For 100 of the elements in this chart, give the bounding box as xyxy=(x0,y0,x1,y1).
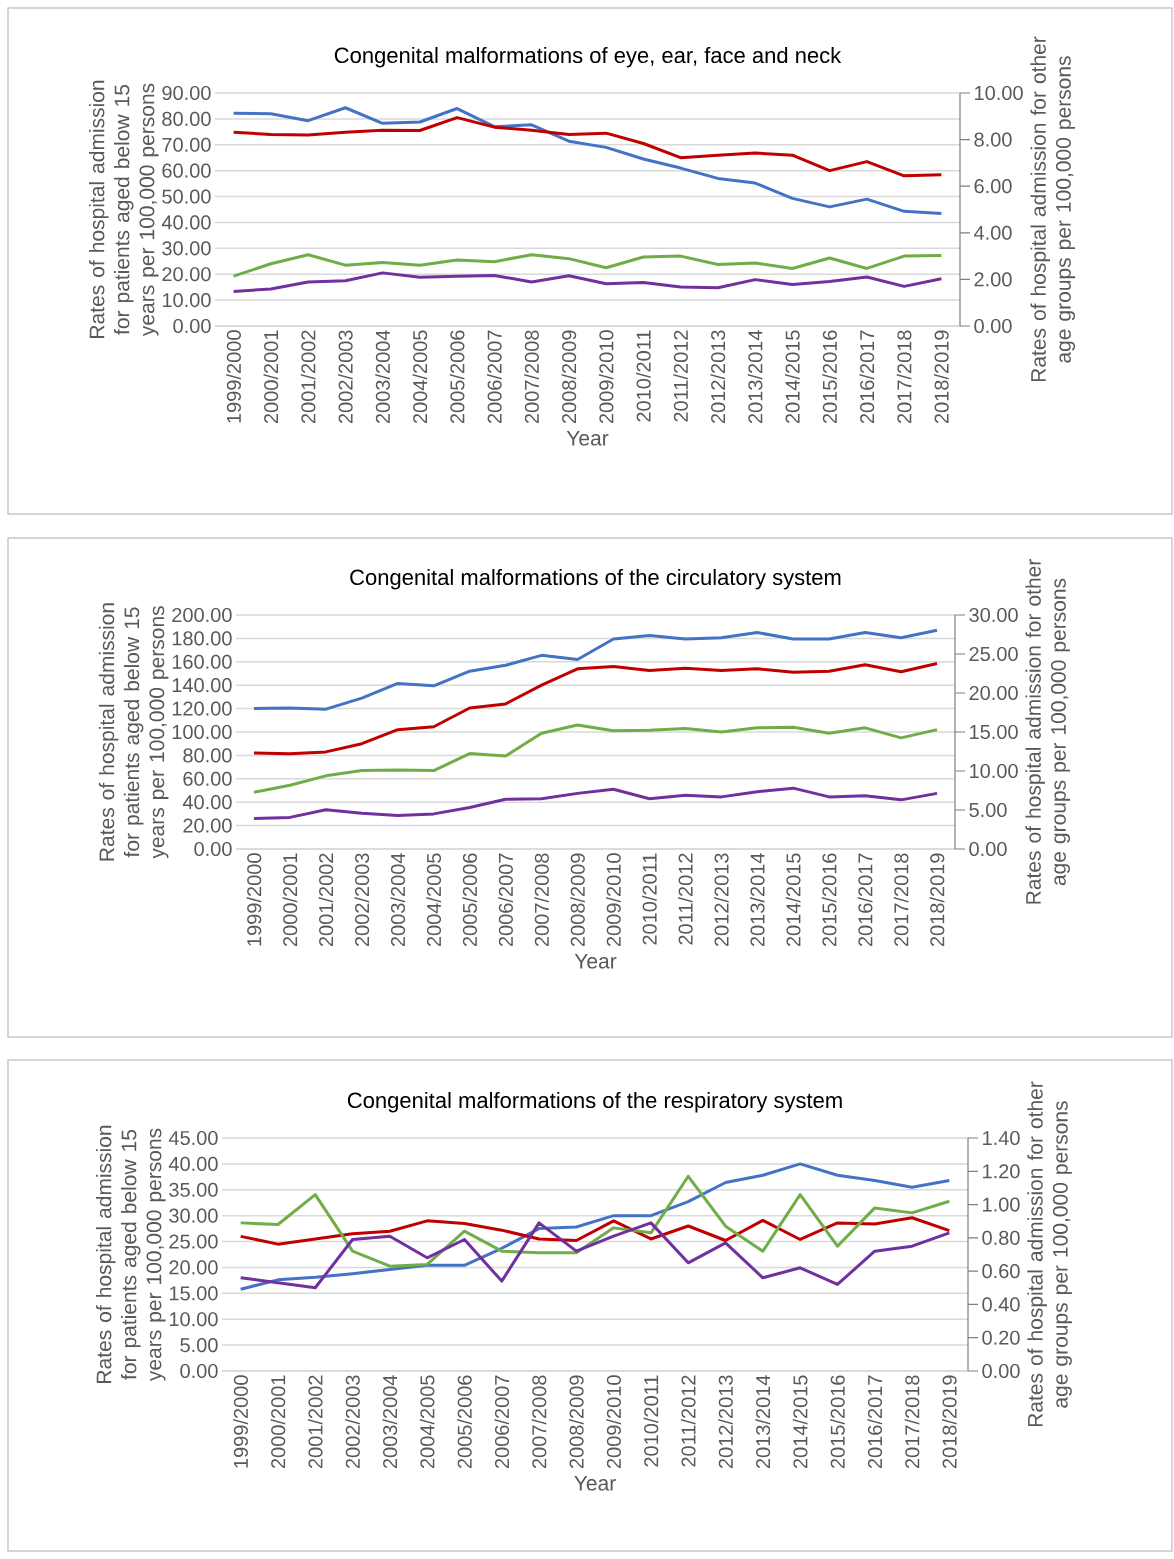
x-tick-label: 2006/2007 xyxy=(487,330,502,424)
y-tick-label: 200.00 xyxy=(172,607,232,623)
x-tick-label: 2008/2009 xyxy=(570,853,585,947)
x-tick-label: 2016/2017 xyxy=(857,853,873,947)
x-tick-label: 2007/2008 xyxy=(534,853,549,947)
y2-axis-title: Rates of hospital admission for other age groups per 100,000 persons xyxy=(1027,1081,1072,1427)
x-tick-label: 2010/2011 xyxy=(636,330,651,422)
x-tick-label: 2009/2010 xyxy=(606,853,621,947)
y-tick-label: 40.00 xyxy=(168,1156,218,1171)
y2-tick-label: 1.20 xyxy=(983,1164,1020,1179)
y-tick-label: 25.00 xyxy=(169,1234,218,1249)
y2-tick-label: 30.00 xyxy=(969,607,1018,623)
x-tick-label: 2004/2005 xyxy=(426,853,442,947)
x-tick-label: 2005/2006 xyxy=(462,853,478,947)
x-tick-label: 2003/2004 xyxy=(390,853,406,947)
line-series xyxy=(232,116,943,178)
x-tick-label: 2002/2003 xyxy=(338,330,353,424)
y-tick-label: 30.00 xyxy=(169,1208,218,1223)
y-tick-label: 120.00 xyxy=(172,701,232,716)
y-axis-title: Rates of hospital admission for patients aged below 15 years per 100,000 persons xyxy=(98,603,169,861)
x-tick-label: 2012/2013 xyxy=(710,330,726,424)
x-tick-label: 2008/2009 xyxy=(569,1375,584,1469)
y-tick-label: 60.00 xyxy=(162,163,211,178)
y2-axis-title: Rates of hospital admission for other age groups per 100,000 persons xyxy=(1030,36,1076,382)
y-tick-label: 30.00 xyxy=(162,241,211,256)
x-tick-label: 2016/2017 xyxy=(859,330,875,424)
y-tick-label: 80.00 xyxy=(183,748,232,763)
x-tick-label: 2017/2018 xyxy=(893,853,909,947)
y-tick-label: 10.00 xyxy=(169,1312,218,1327)
chart-title: Congenital malformations of eye, ear, face and neck xyxy=(334,46,842,68)
x-axis-title: Year xyxy=(566,430,609,446)
x-tick-label: 2007/2008 xyxy=(531,1375,547,1469)
y-tick-label: 100.00 xyxy=(172,724,232,740)
x-tick-label: 2017/2018 xyxy=(896,330,912,424)
x-tick-label: 2000/2001 xyxy=(282,853,298,947)
y-tick-label: 20.00 xyxy=(162,267,211,282)
x-tick-label: 2010/2011 xyxy=(642,853,657,945)
y-tick-label: 140.00 xyxy=(172,678,232,693)
y-tick-label: 90.00 xyxy=(162,85,211,101)
y-tick-label: 20.00 xyxy=(183,818,232,833)
line-series xyxy=(252,786,939,821)
x-tick-label: 1999/2000 xyxy=(226,330,241,423)
y-tick-label: 60.00 xyxy=(183,771,232,786)
x-tick-label: 2004/2005 xyxy=(419,1375,435,1469)
line-series xyxy=(232,253,943,278)
x-tick-label: 2015/2016 xyxy=(821,853,837,947)
y-tick-label: 80.00 xyxy=(162,111,211,126)
x-tick-label: 2004/2005 xyxy=(412,330,428,424)
y-axis-title: Rates of hospital admission for patients aged below 15 years per 100,000 persons xyxy=(95,1125,166,1383)
chart-title: Congenital malformations of the respiratory system xyxy=(347,1091,842,1113)
x-tick-label: 2009/2010 xyxy=(606,1375,621,1469)
x-tick-label: 2010/2011 xyxy=(643,1375,659,1467)
y2-tick-label: 4.00 xyxy=(973,225,1012,240)
x-tick-label: 2005/2006 xyxy=(449,330,465,424)
y-tick-label: 40.00 xyxy=(182,795,232,810)
x-tick-label: 2007/2008 xyxy=(524,330,539,424)
y2-tick-label: 25.00 xyxy=(969,646,1018,662)
x-tick-label: 2009/2010 xyxy=(598,330,614,424)
x-tick-label: 2011/2012 xyxy=(678,853,693,945)
y2-tick-label: 0.80 xyxy=(982,1230,1020,1245)
y-tick-label: 0.00 xyxy=(173,318,211,334)
line-series xyxy=(239,1174,951,1268)
x-tick-label: 2003/2004 xyxy=(382,1375,398,1469)
y2-tick-label: 10.00 xyxy=(970,763,1018,779)
x-tick-label: 2011/2012 xyxy=(680,1375,696,1467)
x-tick-label: 2008/2009 xyxy=(561,330,577,424)
line-series xyxy=(252,662,939,756)
y2-tick-label: 15.00 xyxy=(970,724,1018,740)
x-tick-label: 2012/2013 xyxy=(718,1375,733,1469)
y-tick-label: 20.00 xyxy=(169,1260,218,1275)
x-axis-title: Year xyxy=(574,1475,616,1491)
x-axis-title: Year xyxy=(574,953,617,969)
x-tick-label: 2016/2017 xyxy=(867,1375,883,1469)
y-axis-title: Rates of hospital admission for patients aged below 15 years per 100,000 persons xyxy=(88,80,159,338)
x-tick-label: 2006/2007 xyxy=(498,853,513,947)
line-series xyxy=(232,106,943,215)
y-tick-label: 160.00 xyxy=(172,654,232,669)
x-tick-label: 2012/2013 xyxy=(713,853,729,947)
x-tick-label: 2018/2019 xyxy=(934,330,949,424)
y-tick-label: 70.00 xyxy=(162,137,211,152)
y-tick-label: 40.00 xyxy=(161,215,211,230)
y-tick-label: 0.00 xyxy=(194,841,232,857)
x-tick-label: 2000/2001 xyxy=(263,330,279,424)
x-tick-label: 2018/2019 xyxy=(942,1375,957,1469)
line-series xyxy=(239,1221,951,1290)
y-tick-label: 45.00 xyxy=(168,1130,218,1146)
x-tick-label: 2002/2003 xyxy=(345,1375,360,1469)
x-tick-label: 2001/2002 xyxy=(318,853,334,947)
x-tick-label: 2018/2019 xyxy=(929,853,945,947)
y-tick-label: 15.00 xyxy=(169,1286,218,1301)
y2-tick-label: 0.00 xyxy=(969,841,1007,857)
y2-tick-label: 0.00 xyxy=(982,1363,1020,1379)
y-tick-label: 180.00 xyxy=(172,631,232,646)
x-tick-label: 2014/2015 xyxy=(785,853,801,947)
line-series xyxy=(252,723,939,794)
y2-tick-label: 1.00 xyxy=(983,1197,1020,1212)
x-tick-label: 2002/2003 xyxy=(354,853,370,947)
y2-tick-label: 1.40 xyxy=(983,1130,1020,1146)
y2-tick-label: 2.00 xyxy=(974,272,1012,287)
x-tick-label: 2001/2002 xyxy=(300,330,316,424)
